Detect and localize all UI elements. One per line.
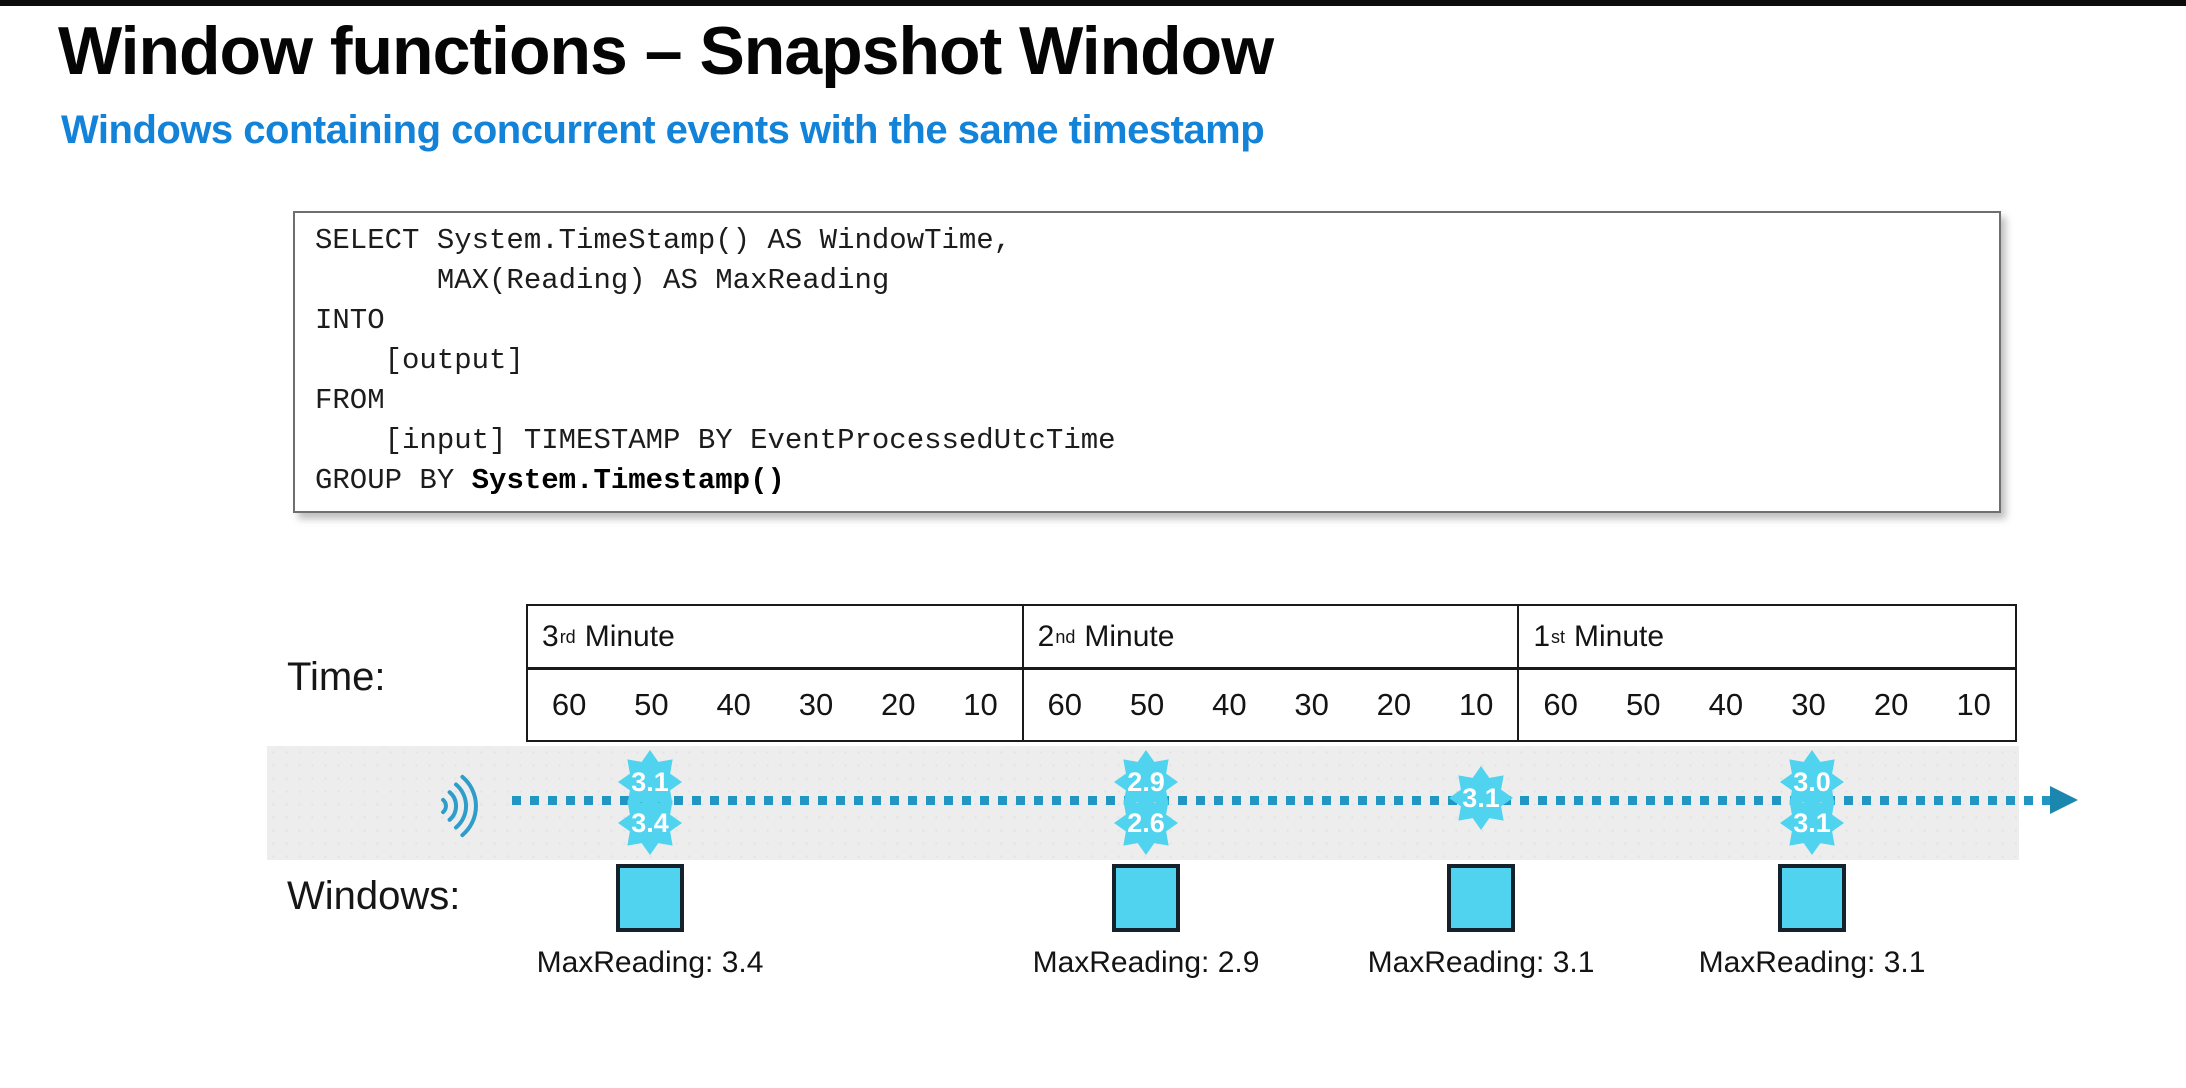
tick-label: 50 — [634, 687, 669, 722]
tick-label: 40 — [716, 687, 751, 722]
window-box — [616, 864, 684, 932]
row-label-windows: Windows: — [287, 874, 461, 918]
minute-word: Minute — [584, 619, 675, 653]
tick-label: 50 — [1626, 687, 1661, 722]
tick-label: 60 — [1543, 687, 1578, 722]
tick-label: 40 — [1708, 687, 1744, 722]
tick-label: 40 — [1212, 687, 1247, 722]
event-badge: 3.1 — [1780, 791, 1844, 855]
max-reading-label: MaxReading: 3.1 — [1367, 946, 1595, 979]
max-reading-label: MaxReading: 3.1 — [1698, 946, 1926, 979]
code-group-by-bold: System.Timestamp() — [471, 464, 785, 497]
tick-row: 60 50 40 30 20 10 — [528, 670, 1022, 740]
events-dotted-line — [512, 796, 2052, 805]
tick-label: 50 — [1129, 687, 1165, 722]
tick-label: 10 — [963, 687, 998, 722]
tick-label: 20 — [880, 687, 916, 722]
tick-row: 60 50 40 30 20 10 — [1024, 670, 1518, 740]
minute-number: 2 — [1037, 619, 1055, 653]
code-line: [input] TIMESTAMP BY EventProcessedUtcTi… — [315, 424, 1116, 457]
tick-label: 20 — [1873, 687, 1909, 722]
minute-word: Minute — [1574, 619, 1665, 653]
code-block: SELECT System.TimeStamp() AS WindowTime,… — [293, 211, 2001, 513]
tick-label: 60 — [1047, 687, 1083, 722]
top-edge-bar — [0, 0, 2186, 6]
tick-label: 10 — [1956, 687, 1991, 722]
tick-row: 60 50 40 30 20 10 — [1519, 670, 2015, 740]
code-line: MAX(Reading) AS MaxReading — [315, 264, 890, 297]
code-line: SELECT System.TimeStamp() AS WindowTime, — [315, 224, 1012, 257]
arrow-right-icon — [2050, 786, 2078, 814]
minute-word: Minute — [1084, 619, 1175, 653]
window-box — [1112, 864, 1180, 932]
minute-number: 3 — [542, 619, 559, 653]
event-badge: 2.6 — [1114, 791, 1178, 855]
tick-label: 30 — [1791, 687, 1826, 722]
page-subtitle: Windows containing concurrent events wit… — [61, 108, 1265, 152]
tick-label: 10 — [1458, 687, 1494, 722]
window-box — [1447, 864, 1515, 932]
max-reading-label: MaxReading: 3.4 — [536, 946, 764, 979]
window-box — [1778, 864, 1846, 932]
tick-label: 60 — [551, 687, 587, 722]
code-line: INTO — [315, 304, 385, 337]
code-line-group-by: GROUP BY System.Timestamp() — [315, 461, 1999, 501]
event-badge: 3.4 — [618, 791, 682, 855]
row-label-time: Time: — [287, 655, 386, 699]
max-reading-label: MaxReading: 2.9 — [1032, 946, 1260, 979]
code-line: [output] — [315, 344, 524, 377]
minute-number: 1 — [1533, 619, 1551, 653]
page-title: Window functions – Snapshot Window — [58, 13, 1274, 89]
signal-icon — [441, 774, 478, 838]
tick-label: 30 — [1294, 687, 1329, 722]
code-group-by-prefix: GROUP BY — [315, 464, 472, 497]
tick-label: 20 — [1376, 687, 1412, 722]
tick-label: 30 — [798, 687, 834, 722]
event-badge: 3.1 — [1449, 766, 1513, 830]
code-line: FROM — [315, 384, 385, 417]
